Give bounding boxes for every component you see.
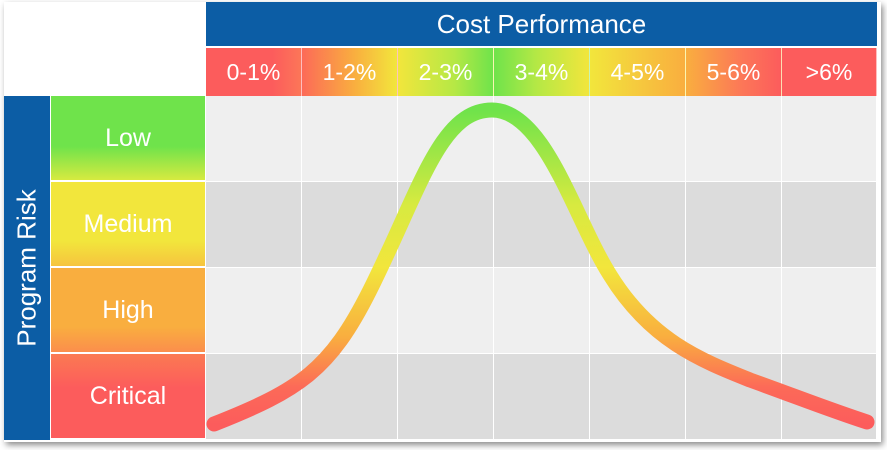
row-axis-title: Program Risk bbox=[4, 96, 50, 440]
column-header: 5-6% bbox=[686, 48, 782, 96]
column-header: 1-2% bbox=[302, 48, 398, 96]
matrix-cell bbox=[782, 96, 877, 182]
matrix-cell bbox=[590, 354, 686, 440]
matrix-cell bbox=[206, 96, 302, 182]
row-label: Medium bbox=[51, 182, 205, 267]
matrix-cell bbox=[686, 182, 782, 268]
matrix-cell bbox=[782, 268, 877, 354]
matrix-cell bbox=[686, 268, 782, 354]
column-header: 0-1% bbox=[206, 48, 302, 96]
matrix-cell bbox=[398, 268, 494, 354]
matrix-cell bbox=[206, 268, 302, 354]
column-header: 2-3% bbox=[398, 48, 494, 96]
column-axis-title: Cost Performance bbox=[206, 2, 877, 48]
row-label: High bbox=[51, 268, 205, 353]
row-label: Low bbox=[51, 96, 205, 181]
column-header: >6% bbox=[782, 48, 877, 96]
matrix-cell bbox=[494, 354, 590, 440]
matrix-cell bbox=[398, 354, 494, 440]
column-header: 4-5% bbox=[590, 48, 686, 96]
row-label: Critical bbox=[51, 354, 205, 439]
matrix-cell bbox=[782, 182, 877, 268]
matrix-cell bbox=[302, 96, 398, 182]
matrix-cell bbox=[494, 268, 590, 354]
risk-curve-path bbox=[206, 102, 875, 432]
matrix-cell bbox=[590, 96, 686, 182]
column-header: 3-4% bbox=[494, 48, 590, 96]
matrix-cell bbox=[686, 96, 782, 182]
matrix-cell bbox=[206, 182, 302, 268]
